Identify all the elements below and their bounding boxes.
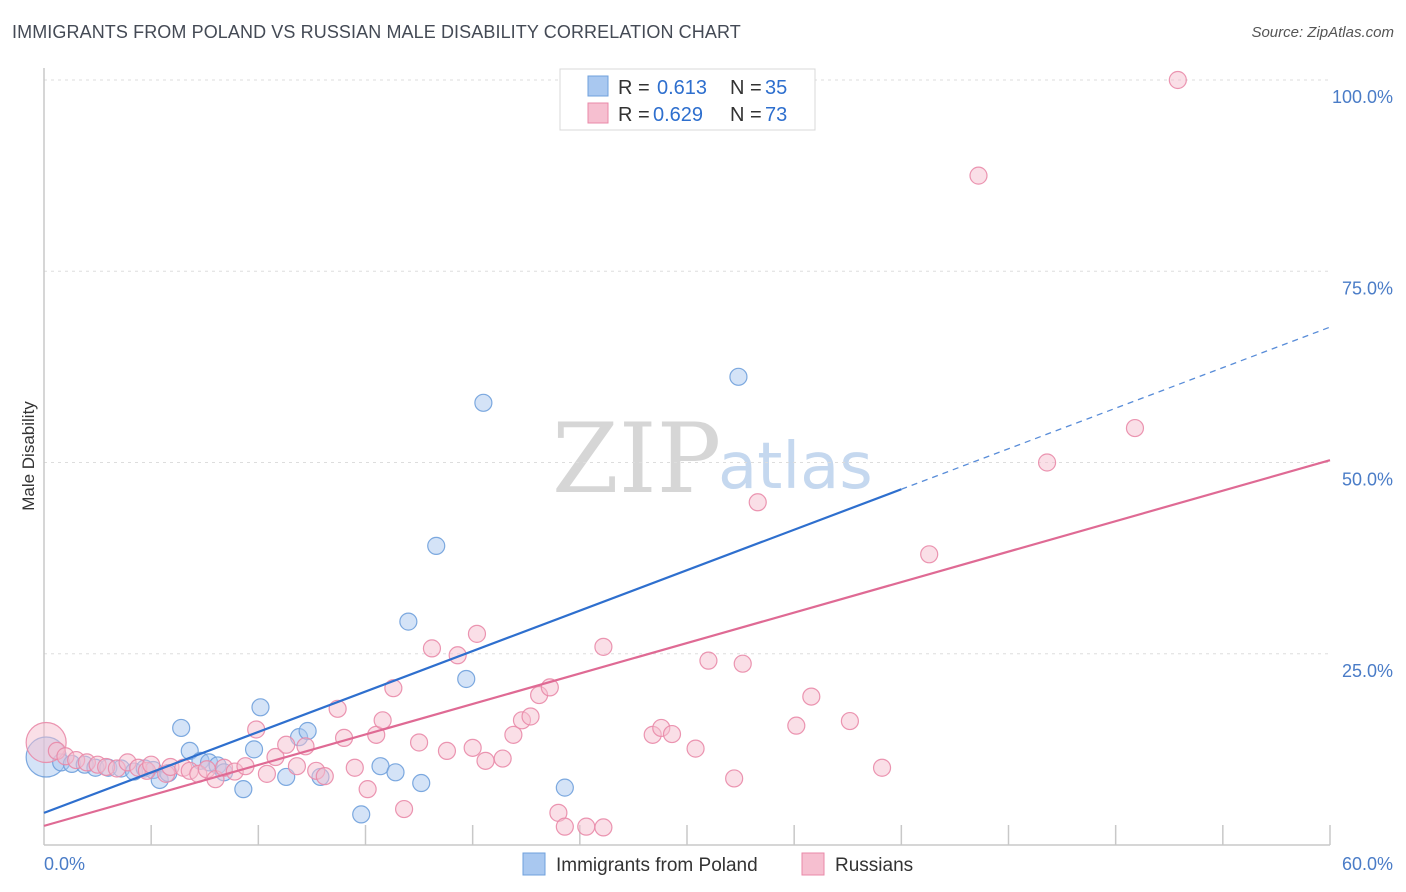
series-0-point-29 <box>412 773 431 793</box>
legend-r-value-1: 0.613 <box>657 77 707 99</box>
series-0-point-33 <box>555 778 574 797</box>
series-1-point-62 <box>733 654 752 673</box>
series-1-point-37 <box>394 799 414 819</box>
series-legend: Immigrants from Poland Russians <box>522 852 913 876</box>
y-axis-title: Male Disability <box>19 401 38 511</box>
series-1-point-40 <box>437 741 457 761</box>
legend-swatch-russians <box>587 102 609 124</box>
series-0-point-25 <box>352 805 371 824</box>
series-1-trend-line <box>43 459 1331 827</box>
x-axis-tick-labels: 0.0% 60.0% <box>44 854 1393 874</box>
series-1-point-59 <box>686 739 705 758</box>
trend-lines <box>43 326 1331 827</box>
series-1-point-55 <box>594 637 613 656</box>
x-tick-label-0: 0.0% <box>44 854 85 874</box>
series-0-point-32 <box>474 393 493 412</box>
source-attribution: Source: ZipAtlas.com <box>1251 24 1394 41</box>
series-1-point-33 <box>358 780 377 799</box>
series-0-point-12 <box>172 718 191 738</box>
series-1-point-45 <box>493 749 512 768</box>
y-tick-label-2: 75.0% <box>1342 278 1393 298</box>
series-1-point-26 <box>287 757 307 776</box>
legend-n-label-1: N = <box>730 77 762 99</box>
y-tick-label-1: 50.0% <box>1342 470 1393 490</box>
series-legend-swatch-poland <box>522 852 546 876</box>
watermark-zip: ZIP <box>552 403 721 515</box>
y-tick-label-0: 25.0% <box>1342 661 1393 681</box>
series-1-point-70 <box>1037 453 1057 472</box>
series-1-point-61 <box>725 769 744 788</box>
series-1-point-42 <box>463 738 482 757</box>
series-1-point-64 <box>787 716 806 735</box>
series-0-trend-line <box>43 488 902 814</box>
series-1-point-69 <box>969 166 988 185</box>
series-1-point-36 <box>384 679 403 698</box>
legend-swatch-poland <box>587 75 609 97</box>
series-1-point-43 <box>467 624 487 643</box>
y-tick-label-3: 100.0% <box>1332 87 1393 107</box>
legend-r-label-2: R = <box>618 104 650 126</box>
series-0-point-31 <box>457 669 476 689</box>
series-1-point-48 <box>521 707 540 726</box>
series-legend-label-poland: Immigrants from Poland <box>556 855 758 876</box>
series-1-point-29 <box>315 767 334 786</box>
legend-n-value-1: 35 <box>765 77 787 99</box>
series-1-point-38 <box>409 733 429 752</box>
chart-title: IMMIGRANTS FROM POLAND VS RUSSIAN MALE D… <box>12 22 741 42</box>
series-0-point-21 <box>277 767 296 787</box>
series-legend-label-russians: Russians <box>835 855 913 876</box>
correlation-legend: R = 0.613 N = 35 R = 0.629 N = 73 <box>559 68 816 131</box>
y-axis-tick-labels: 25.0% 50.0% 75.0% 100.0% <box>1332 87 1393 681</box>
series-0-point-20 <box>251 698 270 717</box>
series-1-point-65 <box>802 687 821 706</box>
series-1-point-66 <box>840 711 859 731</box>
legend-n-value-2: 73 <box>765 104 787 126</box>
legend-r-value-2: 0.629 <box>653 104 703 126</box>
series-1-point-35 <box>373 711 392 730</box>
series-1-point-52 <box>555 817 574 836</box>
series-0-point-34 <box>729 367 748 386</box>
series-1-point-44 <box>476 751 495 770</box>
series-legend-swatch-russians <box>801 852 825 876</box>
series-0-point-19 <box>244 740 264 759</box>
grid-lines <box>44 79 1330 655</box>
series-1-point-60 <box>699 651 718 670</box>
series-1-point-58 <box>662 724 682 744</box>
series-0-point-23 <box>298 721 317 741</box>
series-0-point-18 <box>234 780 253 799</box>
series-1-point-39 <box>422 639 442 658</box>
x-tick-label-1: 60.0% <box>1342 854 1393 874</box>
series-1-point-25 <box>277 735 296 754</box>
series-0-trend-extension <box>901 326 1331 490</box>
watermark-atlas: atlas <box>718 430 873 504</box>
series-1-point-68 <box>920 545 939 564</box>
series-1-point-63 <box>748 493 767 512</box>
series-1-point-71 <box>1125 418 1145 438</box>
series-1-point-53 <box>577 817 596 836</box>
legend-r-label-1: R = <box>618 77 650 99</box>
series-1-point-67 <box>872 758 892 777</box>
series-0-point-28 <box>399 612 418 631</box>
legend-n-label-2: N = <box>730 104 762 126</box>
series-1-point-41 <box>448 646 467 665</box>
series-1-point-32 <box>345 758 364 777</box>
series-1-point-54 <box>594 818 613 837</box>
series-1-point-72 <box>1168 70 1187 90</box>
x-axis-ticks <box>150 825 1331 845</box>
series-0-point-27 <box>386 763 405 782</box>
series-0-point-30 <box>427 536 446 555</box>
series-1-point-23 <box>257 764 277 783</box>
series-1-point-46 <box>504 725 523 744</box>
